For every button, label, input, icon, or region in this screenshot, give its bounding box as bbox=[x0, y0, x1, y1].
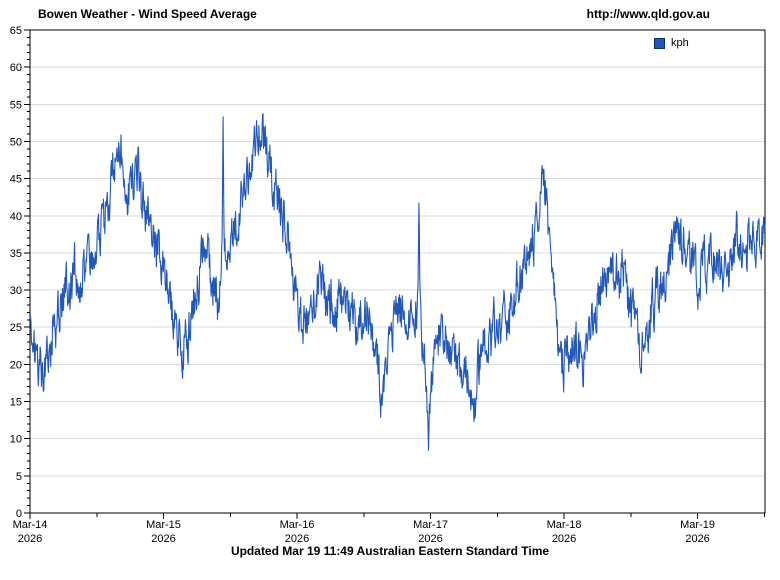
svg-text:2026: 2026 bbox=[18, 533, 42, 545]
svg-text:40: 40 bbox=[10, 211, 22, 223]
svg-text:10: 10 bbox=[10, 434, 22, 446]
svg-text:2026: 2026 bbox=[685, 533, 709, 545]
svg-text:50: 50 bbox=[10, 136, 22, 148]
legend: kph bbox=[654, 37, 689, 49]
svg-text:30: 30 bbox=[10, 285, 22, 297]
svg-text:2026: 2026 bbox=[552, 533, 576, 545]
svg-text:45: 45 bbox=[10, 174, 22, 186]
svg-text:Mar-14: Mar-14 bbox=[13, 519, 48, 531]
svg-text:2026: 2026 bbox=[418, 533, 442, 545]
page-title: Bowen Weather - Wind Speed Average bbox=[38, 7, 257, 21]
svg-text:25: 25 bbox=[10, 322, 22, 334]
svg-text:15: 15 bbox=[10, 397, 22, 409]
updated-caption: Updated Mar 19 11:49 Australian Eastern … bbox=[230, 544, 550, 558]
svg-text:0: 0 bbox=[16, 508, 22, 520]
source-url: http://www.qld.gov.au bbox=[586, 7, 710, 21]
svg-text:Mar-16: Mar-16 bbox=[280, 519, 315, 531]
svg-text:65: 65 bbox=[10, 25, 22, 37]
legend-label: kph bbox=[671, 37, 689, 49]
legend-swatch-icon bbox=[654, 37, 665, 49]
svg-text:Mar-17: Mar-17 bbox=[413, 519, 448, 531]
svg-text:2026: 2026 bbox=[151, 533, 175, 545]
svg-text:2026: 2026 bbox=[285, 533, 309, 545]
svg-text:Mar-18: Mar-18 bbox=[547, 519, 582, 531]
svg-text:60: 60 bbox=[10, 62, 22, 74]
svg-text:20: 20 bbox=[10, 359, 22, 371]
svg-text:35: 35 bbox=[10, 248, 22, 260]
svg-text:5: 5 bbox=[16, 471, 22, 483]
svg-text:Mar-15: Mar-15 bbox=[146, 519, 181, 531]
svg-text:Mar-19: Mar-19 bbox=[680, 519, 715, 531]
svg-text:55: 55 bbox=[10, 99, 22, 111]
